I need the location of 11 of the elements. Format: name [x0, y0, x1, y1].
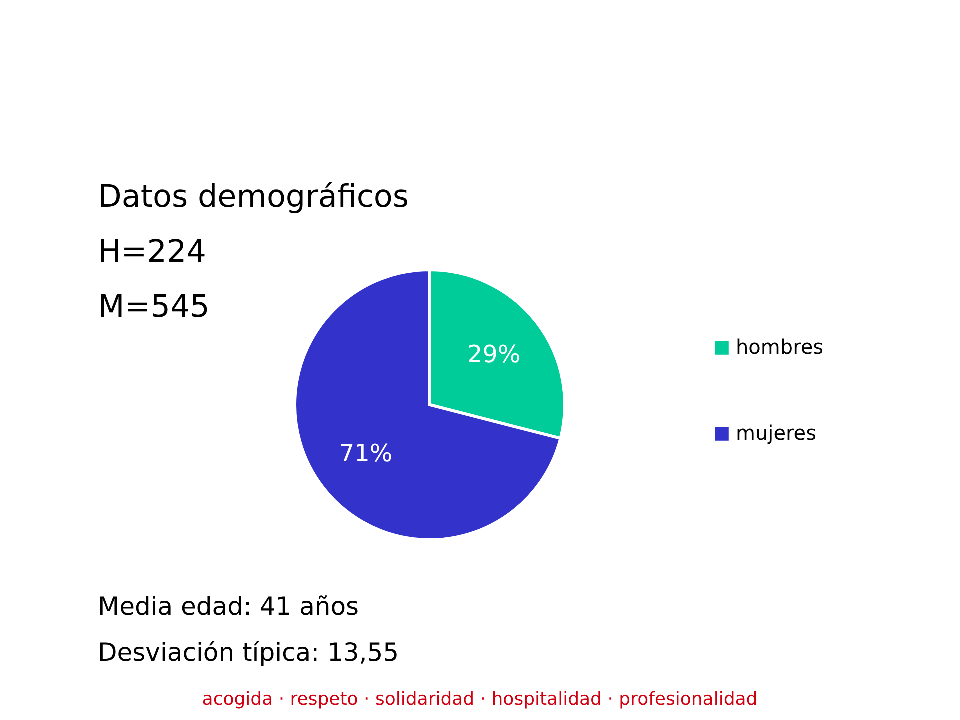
legend-label: hombres: [736, 335, 824, 359]
text: acogida · respeto · solidaridad · hospitalidad · profesionalidad: [202, 689, 758, 710]
text: Media edad: 41 años: [98, 592, 360, 621]
text: Desviación típica: 13,55: [98, 638, 400, 667]
text: M=545: [98, 289, 210, 325]
chart-title: Datos demográficos: [98, 179, 410, 215]
data-label: 29%: [467, 340, 521, 368]
pie-slice: [294, 268, 562, 542]
text: H=224: [98, 234, 206, 270]
legend-label: mujeres: [736, 421, 817, 445]
data-label: 71%: [339, 440, 393, 468]
